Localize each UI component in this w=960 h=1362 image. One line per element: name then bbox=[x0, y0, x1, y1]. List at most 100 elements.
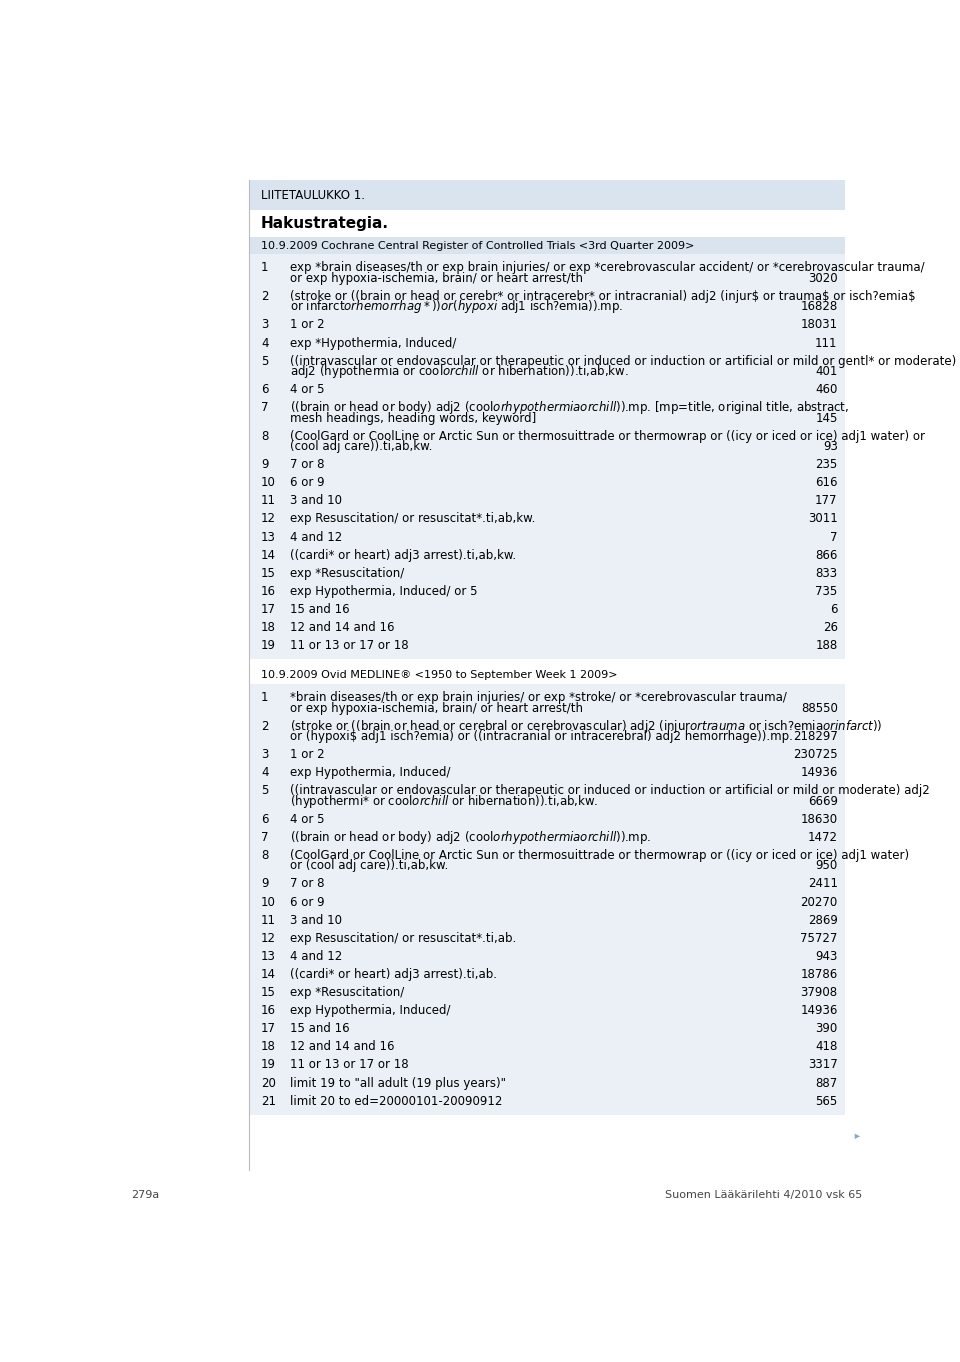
Text: 2: 2 bbox=[261, 290, 269, 302]
Text: 16828: 16828 bbox=[801, 301, 838, 313]
Text: 950: 950 bbox=[815, 859, 838, 873]
Text: 565: 565 bbox=[815, 1095, 838, 1107]
FancyBboxPatch shape bbox=[251, 210, 846, 237]
Text: 2869: 2869 bbox=[807, 914, 838, 926]
Text: 7 or 8: 7 or 8 bbox=[291, 877, 325, 891]
Text: 4 and 12: 4 and 12 bbox=[291, 949, 343, 963]
Text: (stroke or ((brain or head or cerebral or cerebrovascular) adj2 (injur$ or traum: (stroke or ((brain or head or cerebral o… bbox=[291, 718, 883, 734]
Text: Hakustrategia.: Hakustrategia. bbox=[261, 217, 389, 232]
Text: exp Hypothermia, Induced/ or 5: exp Hypothermia, Induced/ or 5 bbox=[291, 584, 478, 598]
Text: 20: 20 bbox=[261, 1076, 276, 1090]
Text: ((intravascular or endovascular or therapeutic or induced or induction or artifi: ((intravascular or endovascular or thera… bbox=[291, 354, 957, 368]
Text: 9: 9 bbox=[261, 877, 269, 891]
Text: 943: 943 bbox=[815, 949, 838, 963]
Text: 13: 13 bbox=[261, 949, 276, 963]
Text: 18: 18 bbox=[261, 621, 276, 635]
Text: exp Hypothermia, Induced/: exp Hypothermia, Induced/ bbox=[291, 767, 451, 779]
Text: 616: 616 bbox=[815, 477, 838, 489]
Text: 8: 8 bbox=[261, 849, 269, 862]
FancyBboxPatch shape bbox=[251, 667, 846, 684]
Text: 390: 390 bbox=[815, 1023, 838, 1035]
Text: (cool adj care)).ti,ab,kw.: (cool adj care)).ti,ab,kw. bbox=[291, 440, 433, 454]
Text: exp *Resuscitation/: exp *Resuscitation/ bbox=[291, 986, 405, 1000]
Text: 6: 6 bbox=[261, 383, 269, 396]
Text: 6669: 6669 bbox=[807, 794, 838, 808]
Text: 1 or 2: 1 or 2 bbox=[291, 748, 325, 761]
Text: 279a: 279a bbox=[131, 1190, 159, 1200]
Text: 12 and 14 and 16: 12 and 14 and 16 bbox=[291, 1041, 395, 1053]
Text: 735: 735 bbox=[815, 584, 838, 598]
Text: 7: 7 bbox=[830, 531, 838, 543]
Text: ((cardi* or heart) adj3 arrest).ti,ab,kw.: ((cardi* or heart) adj3 arrest).ti,ab,kw… bbox=[291, 549, 516, 561]
Text: 10.9.2009 Cochrane Central Register of Controlled Trials <3rd Quarter 2009>: 10.9.2009 Cochrane Central Register of C… bbox=[261, 241, 694, 251]
Text: 3: 3 bbox=[261, 319, 269, 331]
Text: 16: 16 bbox=[261, 584, 276, 598]
Text: 21: 21 bbox=[261, 1095, 276, 1107]
Text: 6 or 9: 6 or 9 bbox=[291, 477, 325, 489]
Text: ((cardi* or heart) adj3 arrest).ti,ab.: ((cardi* or heart) adj3 arrest).ti,ab. bbox=[291, 968, 497, 981]
Text: 15 and 16: 15 and 16 bbox=[291, 1023, 350, 1035]
Text: 20270: 20270 bbox=[801, 896, 838, 908]
Text: 235: 235 bbox=[815, 458, 838, 471]
Text: 111: 111 bbox=[815, 336, 838, 350]
Text: 19: 19 bbox=[261, 1058, 276, 1072]
Text: 218297: 218297 bbox=[793, 730, 838, 744]
Text: 11: 11 bbox=[261, 494, 276, 508]
Text: 14936: 14936 bbox=[801, 767, 838, 779]
Text: 19: 19 bbox=[261, 639, 276, 652]
Text: 866: 866 bbox=[815, 549, 838, 561]
Text: (CoolGard or CoolLine or Arctic Sun or thermosuittrade or thermowrap or ((icy or: (CoolGard or CoolLine or Arctic Sun or t… bbox=[291, 430, 925, 443]
Text: 16: 16 bbox=[261, 1004, 276, 1017]
Text: 4 and 12: 4 and 12 bbox=[291, 531, 343, 543]
Text: exp *Resuscitation/: exp *Resuscitation/ bbox=[291, 567, 405, 580]
Text: ((intravascular or endovascular or therapeutic or induced or induction or artifi: ((intravascular or endovascular or thera… bbox=[291, 785, 930, 797]
Text: 15: 15 bbox=[261, 567, 276, 580]
Text: 833: 833 bbox=[816, 567, 838, 580]
Text: 11 or 13 or 17 or 18: 11 or 13 or 17 or 18 bbox=[291, 1058, 409, 1072]
Text: 7 or 8: 7 or 8 bbox=[291, 458, 325, 471]
Text: 177: 177 bbox=[815, 494, 838, 508]
Text: 10: 10 bbox=[261, 896, 276, 908]
Text: 3: 3 bbox=[261, 748, 269, 761]
Text: or exp hypoxia-ischemia, brain/ or heart arrest/th: or exp hypoxia-ischemia, brain/ or heart… bbox=[291, 701, 584, 715]
Text: 230725: 230725 bbox=[793, 748, 838, 761]
Text: 1 or 2: 1 or 2 bbox=[291, 319, 325, 331]
Text: limit 19 to "all adult (19 plus years)": limit 19 to "all adult (19 plus years)" bbox=[291, 1076, 507, 1090]
Text: or exp hypoxia-ischemia, brain/ or heart arrest/th: or exp hypoxia-ischemia, brain/ or heart… bbox=[291, 272, 584, 285]
Text: 145: 145 bbox=[815, 411, 838, 425]
Text: 4 or 5: 4 or 5 bbox=[291, 383, 325, 396]
Text: (CoolGard or CoolLine or Arctic Sun or thermosuittrade or thermowrap or ((icy or: (CoolGard or CoolLine or Arctic Sun or t… bbox=[291, 849, 910, 862]
Text: 2411: 2411 bbox=[807, 877, 838, 891]
Text: 11: 11 bbox=[261, 914, 276, 926]
Text: 8: 8 bbox=[261, 430, 269, 443]
Text: or infarct$ or hemorrhag*)) or (hypoxi$ adj1 isch?emia)).mp.: or infarct$ or hemorrhag*)) or (hypoxi$ … bbox=[291, 298, 624, 316]
Text: exp *brain diseases/th or exp brain injuries/ or exp *cerebrovascular accident/ : exp *brain diseases/th or exp brain inju… bbox=[291, 262, 925, 275]
Text: 460: 460 bbox=[815, 383, 838, 396]
FancyBboxPatch shape bbox=[251, 237, 846, 255]
Text: 7: 7 bbox=[261, 402, 269, 414]
Text: Suomen Lääkärilehti 4/2010 vsk 65: Suomen Lääkärilehti 4/2010 vsk 65 bbox=[665, 1190, 862, 1200]
Text: 12 and 14 and 16: 12 and 14 and 16 bbox=[291, 621, 395, 635]
Text: 13: 13 bbox=[261, 531, 276, 543]
Text: or (cool adj care)).ti,ab,kw.: or (cool adj care)).ti,ab,kw. bbox=[291, 859, 448, 873]
Text: exp *Hypothermia, Induced/: exp *Hypothermia, Induced/ bbox=[291, 336, 457, 350]
Text: 1: 1 bbox=[261, 262, 269, 275]
Text: 7: 7 bbox=[261, 831, 269, 844]
FancyBboxPatch shape bbox=[251, 255, 846, 659]
Text: 88550: 88550 bbox=[801, 701, 838, 715]
Text: (hypothermi* or cool$ or chill$ or hibernation)).ti,ab,kw.: (hypothermi* or cool$ or chill$ or hiber… bbox=[291, 793, 599, 809]
Text: 12: 12 bbox=[261, 512, 276, 526]
Text: mesh headings, heading words, keyword]: mesh headings, heading words, keyword] bbox=[291, 411, 537, 425]
Text: 26: 26 bbox=[823, 621, 838, 635]
FancyBboxPatch shape bbox=[251, 684, 846, 1114]
Text: 1: 1 bbox=[261, 691, 269, 704]
Text: 3011: 3011 bbox=[808, 512, 838, 526]
Text: 6: 6 bbox=[830, 603, 838, 616]
Text: adj2 (hypothermia or cool$ or chill$ or hibernation)).ti,ab,kw.: adj2 (hypothermia or cool$ or chill$ or … bbox=[291, 364, 630, 380]
Text: exp Resuscitation/ or resuscitat*.ti,ab,kw.: exp Resuscitation/ or resuscitat*.ti,ab,… bbox=[291, 512, 536, 526]
Text: 401: 401 bbox=[815, 365, 838, 379]
Text: or (hypoxi$ adj1 isch?emia) or ((intracranial or intracerebral) adj2 hemorrhage): or (hypoxi$ adj1 isch?emia) or ((intracr… bbox=[291, 730, 793, 744]
Text: (stroke or ((brain or head or cerebr* or intracerebr* or intracranial) adj2 (inj: (stroke or ((brain or head or cerebr* or… bbox=[291, 290, 916, 302]
Text: 3 and 10: 3 and 10 bbox=[291, 914, 343, 926]
Text: 5: 5 bbox=[261, 785, 269, 797]
